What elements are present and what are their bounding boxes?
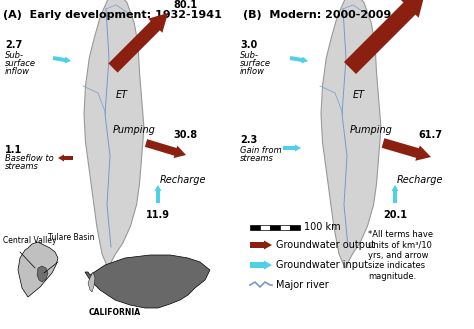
Text: 20.1: 20.1 — [383, 210, 407, 220]
Text: ET: ET — [353, 90, 365, 100]
Text: streams: streams — [5, 162, 39, 171]
Bar — [290, 225, 300, 230]
Text: Groundwater output: Groundwater output — [276, 240, 375, 250]
Text: (B)  Modern: 2000-2009: (B) Modern: 2000-2009 — [243, 10, 391, 20]
Text: Recharge: Recharge — [397, 175, 444, 185]
Text: ET: ET — [116, 90, 128, 100]
FancyArrow shape — [250, 240, 272, 249]
Text: Pumping: Pumping — [113, 125, 156, 135]
Text: Gain from: Gain from — [240, 146, 282, 155]
FancyArrow shape — [382, 138, 431, 161]
Text: inflow: inflow — [5, 67, 30, 76]
Text: CALIFORNIA: CALIFORNIA — [89, 308, 141, 317]
Text: *All terms have
units of km³/10
yrs, and arrow
size indicates
magnitude.: *All terms have units of km³/10 yrs, and… — [368, 230, 433, 281]
FancyArrow shape — [53, 56, 71, 63]
FancyArrow shape — [290, 56, 308, 63]
Text: 1.1: 1.1 — [5, 145, 22, 155]
Text: Central Valley: Central Valley — [3, 236, 56, 245]
Text: 61.7: 61.7 — [418, 130, 442, 140]
Text: 11.9: 11.9 — [146, 210, 170, 220]
FancyArrow shape — [155, 185, 162, 203]
Text: surface: surface — [240, 59, 271, 68]
FancyArrow shape — [250, 261, 272, 269]
Bar — [280, 225, 290, 230]
Text: 30.8: 30.8 — [173, 130, 197, 140]
FancyArrow shape — [109, 13, 168, 73]
FancyArrow shape — [344, 0, 425, 74]
Text: Pumping: Pumping — [350, 125, 393, 135]
Text: 100 km: 100 km — [304, 222, 341, 233]
Text: Groundwater input: Groundwater input — [276, 260, 368, 270]
Text: Sub-: Sub- — [5, 51, 24, 60]
Text: inflow: inflow — [240, 67, 265, 76]
FancyArrow shape — [58, 155, 73, 162]
Text: Baseflow to: Baseflow to — [5, 154, 54, 163]
Bar — [250, 225, 260, 230]
Text: surface: surface — [5, 59, 36, 68]
Bar — [270, 225, 280, 230]
Polygon shape — [84, 0, 144, 268]
FancyArrow shape — [145, 139, 186, 158]
Text: Recharge: Recharge — [160, 175, 207, 185]
FancyArrow shape — [392, 185, 399, 203]
Polygon shape — [18, 242, 58, 297]
Polygon shape — [321, 0, 381, 268]
Text: streams: streams — [240, 154, 274, 163]
Text: (A)  Early development: 1932-1941: (A) Early development: 1932-1941 — [3, 10, 222, 20]
Polygon shape — [88, 272, 95, 292]
Text: Tulare Basin: Tulare Basin — [48, 233, 94, 242]
Text: Major river: Major river — [276, 280, 329, 290]
Polygon shape — [37, 266, 48, 282]
Polygon shape — [85, 255, 210, 308]
Bar — [260, 225, 270, 230]
FancyArrow shape — [283, 144, 301, 151]
Text: 2.7: 2.7 — [5, 40, 22, 50]
Text: 3.0: 3.0 — [240, 40, 257, 50]
Text: 80.1: 80.1 — [173, 0, 197, 10]
Text: 2.3: 2.3 — [240, 135, 257, 145]
Text: Sub-: Sub- — [240, 51, 259, 60]
